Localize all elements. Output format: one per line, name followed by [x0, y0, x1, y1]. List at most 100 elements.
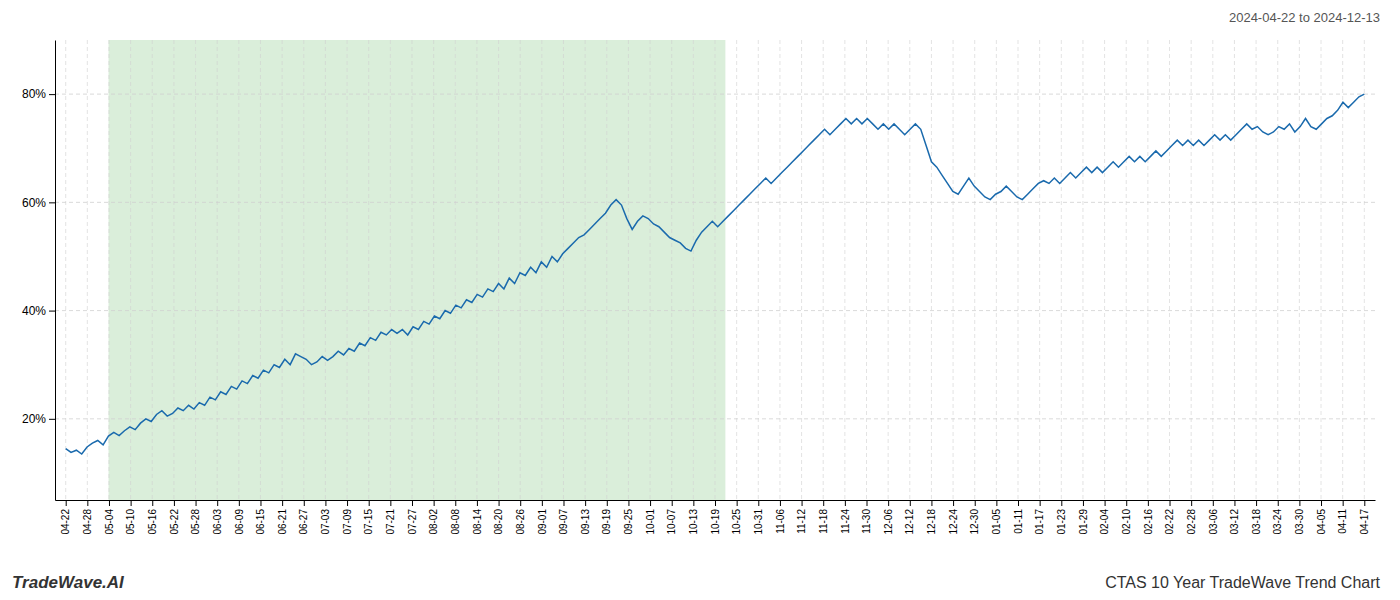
grid-line-x	[476, 40, 477, 500]
grid-line-x	[455, 40, 456, 500]
x-tick-mark	[737, 500, 738, 506]
x-tick: 11-06	[775, 500, 786, 534]
grid-line-x	[866, 40, 867, 500]
grid-line-x	[953, 40, 954, 500]
grid-line-x	[736, 40, 737, 500]
x-tick: 07-27	[407, 500, 418, 535]
grid-line-x	[563, 40, 564, 500]
grid-line-x	[758, 40, 759, 500]
x-tick-mark	[1278, 500, 1279, 506]
x-tick: 08-02	[428, 500, 439, 535]
x-tick-mark	[1105, 500, 1106, 506]
x-tick-mark	[347, 500, 348, 506]
x-tick-mark	[1213, 500, 1214, 506]
x-tick-mark	[282, 500, 283, 506]
grid-line-x	[1169, 40, 1170, 500]
grid-line-x	[1256, 40, 1257, 500]
grid-line-x	[173, 40, 174, 500]
x-tick: 06-03	[212, 500, 223, 535]
x-tick-label: 09-01	[537, 509, 548, 535]
x-tick-mark	[217, 500, 218, 506]
x-tick-label: 02-10	[1121, 509, 1132, 535]
x-tick-mark	[520, 500, 521, 506]
x-tick: 12-06	[883, 500, 894, 535]
x-tick-mark	[1083, 500, 1084, 506]
x-tick-mark	[672, 500, 673, 506]
x-tick-mark	[996, 500, 997, 506]
x-tick-mark	[390, 500, 391, 506]
x-tick-label: 11-12	[796, 509, 807, 534]
x-tick: 11-24	[840, 500, 851, 534]
grid-line-x	[152, 40, 153, 500]
x-tick: 02-22	[1164, 500, 1175, 535]
grid-line-x	[1342, 40, 1343, 500]
x-tick-mark	[1321, 500, 1322, 506]
x-tick-mark	[499, 500, 500, 506]
x-tick-label: 07-15	[363, 509, 374, 535]
x-tick-mark	[780, 500, 781, 506]
grid-line-x	[433, 40, 434, 500]
grid-line-x	[325, 40, 326, 500]
y-tick-label: 40%	[22, 304, 46, 318]
x-tick-label: 12-06	[883, 509, 894, 535]
y-tick: 80%	[22, 87, 55, 101]
grid-line-x	[1082, 40, 1083, 500]
grid-line-x	[628, 40, 629, 500]
x-tick-label: 03-06	[1208, 509, 1219, 535]
x-tick-label: 02-28	[1186, 509, 1197, 535]
grid-line-y	[55, 418, 1375, 419]
x-tick: 05-28	[190, 500, 201, 535]
grid	[55, 40, 1375, 500]
x-tick-label: 03-12	[1229, 509, 1240, 535]
x-tick: 09-25	[623, 500, 634, 535]
grid-line-x	[217, 40, 218, 500]
x-tick-label: 10-01	[645, 509, 656, 535]
y-axis: 20%40%60%80%	[22, 41, 56, 501]
grid-line-x	[390, 40, 391, 500]
grid-line-x	[715, 40, 716, 500]
x-tick: 08-20	[493, 500, 504, 535]
x-tick-label: 07-03	[320, 509, 331, 535]
shaded-region	[109, 40, 726, 500]
x-tick-mark	[109, 500, 110, 506]
grid-line-x	[1061, 40, 1062, 500]
x-tick-label: 04-28	[82, 509, 93, 535]
x-tick-label: 11-18	[818, 509, 829, 534]
grid-line-x	[823, 40, 824, 500]
x-tick: 10-07	[666, 500, 677, 535]
x-tick: 04-05	[1316, 500, 1327, 535]
y-tick-label: 20%	[22, 412, 46, 426]
x-tick-label: 10-13	[688, 509, 699, 535]
y-tick-mark	[49, 94, 55, 95]
x-tick-label: 06-21	[277, 509, 288, 535]
x-tick-mark	[152, 500, 153, 506]
x-tick-mark	[931, 500, 932, 506]
x-tick-mark	[585, 500, 586, 506]
x-tick-mark	[369, 500, 370, 506]
x-tick-mark	[1126, 500, 1127, 506]
y-tick-mark	[49, 202, 55, 203]
x-tick-mark	[715, 500, 716, 506]
y-tick: 20%	[22, 412, 55, 426]
x-tick: 03-12	[1229, 500, 1240, 535]
x-tick-label: 11-24	[840, 509, 851, 534]
y-tick-mark	[49, 419, 55, 420]
x-tick-mark	[845, 500, 846, 506]
x-tick: 06-15	[255, 500, 266, 535]
x-tick-mark	[1343, 500, 1344, 506]
x-tick-label: 10-31	[753, 509, 764, 535]
grid-line-x	[130, 40, 131, 500]
x-tick-label: 10-25	[731, 509, 742, 535]
x-tick-mark	[563, 500, 564, 506]
x-tick-mark	[650, 500, 651, 506]
x-tick-label: 08-14	[472, 509, 483, 535]
data-layer	[109, 40, 726, 500]
x-tick-mark	[477, 500, 478, 506]
x-tick-label: 11-30	[861, 509, 872, 534]
x-tick-mark	[1234, 500, 1235, 506]
x-tick: 04-17	[1359, 500, 1370, 535]
x-tick-label: 09-25	[623, 509, 634, 535]
grid-line-x	[1364, 40, 1365, 500]
x-tick: 09-13	[580, 500, 591, 535]
grid-line-y	[55, 94, 1375, 95]
